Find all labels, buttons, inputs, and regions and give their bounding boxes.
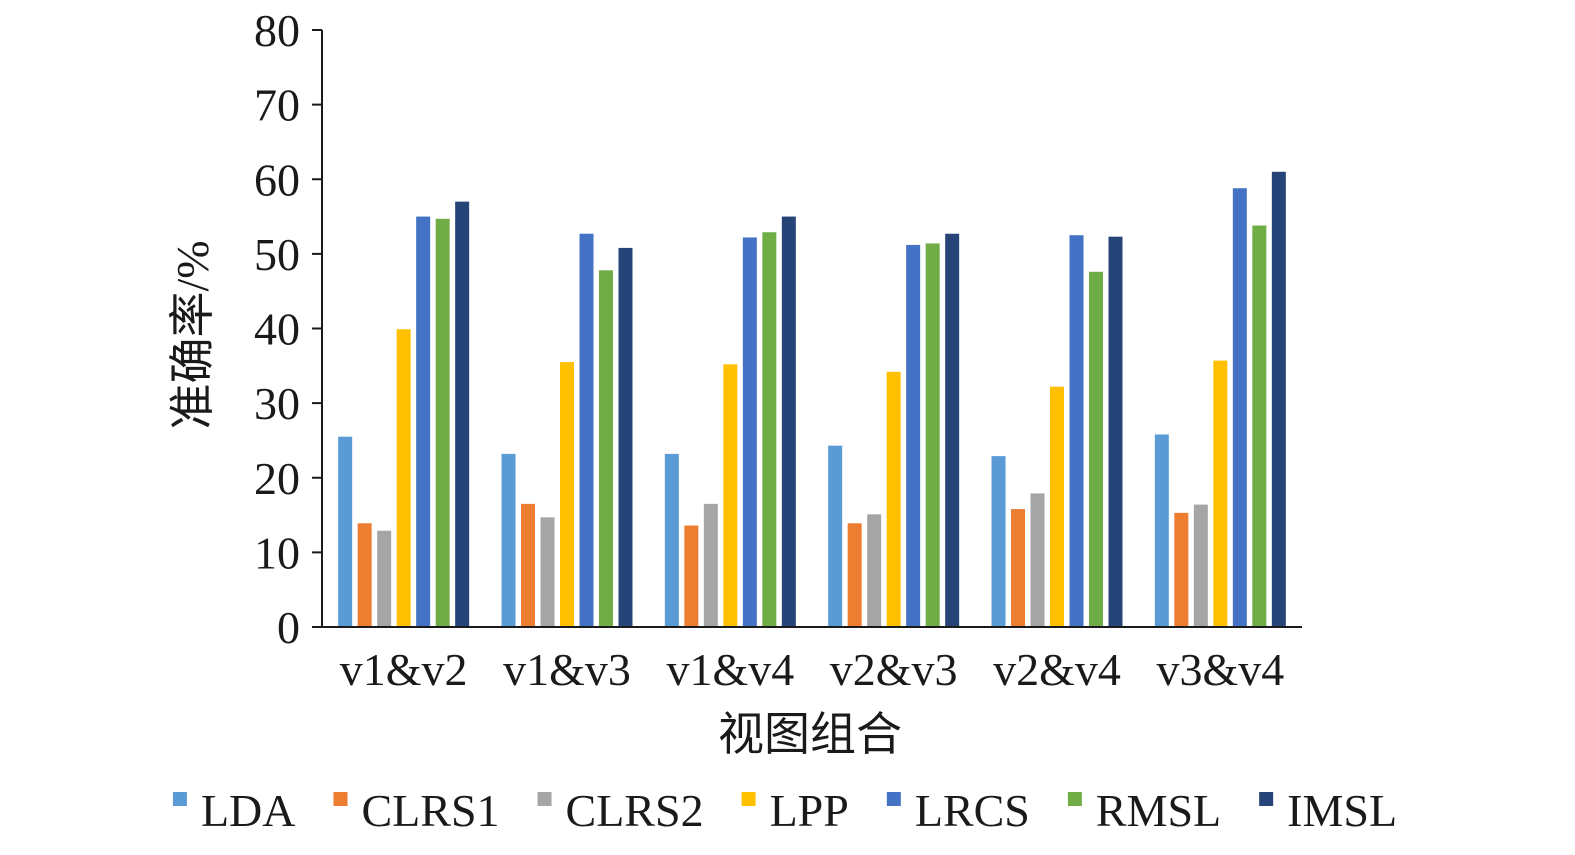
y-tick-label: 10 (254, 527, 300, 578)
bar-rmsl-4 (925, 243, 940, 628)
legend-item-clrs2: CLRS2 (537, 785, 704, 836)
bar-clrs2-2 (540, 517, 555, 627)
y-tick-label: 30 (254, 378, 300, 429)
bar-lpp-3 (723, 364, 738, 627)
bar-lrcs-3 (742, 237, 757, 627)
bar-lda-6 (1154, 434, 1169, 627)
bar-lrcs-4 (906, 244, 921, 628)
y-ticks: 0 10 20 30 40 50 60 70 80 (254, 5, 322, 653)
bar-lrcs-6 (1232, 188, 1247, 627)
bar-clrs2-5 (1030, 493, 1045, 627)
bar-lrcs-5 (1069, 235, 1084, 627)
legend-item-rmsl: RMSL (1067, 785, 1221, 836)
bar-clrs1-3 (684, 525, 699, 627)
y-tick-label: 60 (254, 154, 300, 205)
x-tick-label: v2&v3 (830, 644, 958, 695)
legend-label: LRCS (915, 785, 1030, 836)
bar-lpp-6 (1213, 360, 1228, 627)
legend-swatch (333, 792, 348, 806)
bar-lpp-2 (560, 362, 574, 627)
bar-clrs2-1 (377, 530, 392, 627)
legend-label: CLRS1 (361, 785, 499, 836)
y-tick-label: 80 (254, 5, 300, 56)
bar-clrs1-5 (1011, 509, 1025, 627)
x-tick-label: v1&v2 (340, 644, 468, 695)
bar-lda-3 (664, 453, 679, 627)
x-tick-labels: v1&v2 v1&v3 v1&v4 v2&v3 v2&v4 v3&v4 (340, 644, 1284, 695)
y-tick-label: 70 (254, 80, 300, 131)
bar-imsl-4 (945, 233, 960, 627)
bar-lda-5 (991, 456, 1006, 627)
y-axis-title: 准确率/% (167, 240, 218, 429)
bar-imsl-3 (781, 216, 796, 627)
legend-label: RMSL (1096, 785, 1221, 836)
bar-lrcs-2 (579, 233, 594, 627)
bar-rmsl-2 (599, 270, 613, 627)
legend-swatch (537, 792, 552, 806)
bar-clrs1-6 (1174, 512, 1189, 627)
legend-label: CLRS2 (566, 785, 704, 836)
x-tick-label: v1&v4 (666, 644, 794, 695)
bar-lda-1 (338, 436, 353, 627)
legend-swatch (1067, 792, 1082, 806)
legend-item-imsl: IMSL (1259, 785, 1397, 836)
y-tick-label: 0 (277, 602, 300, 653)
bar-rmsl-6 (1252, 225, 1267, 627)
legend-swatch (172, 792, 187, 806)
bar-rmsl-3 (762, 232, 777, 627)
bar-lpp-1 (396, 329, 411, 627)
bar-imsl-6 (1271, 171, 1286, 627)
legend-swatch (741, 792, 756, 806)
x-axis-title: 视图组合 (718, 709, 902, 760)
y-tick-label: 50 (254, 229, 300, 280)
bar-rmsl-5 (1089, 271, 1103, 627)
bars-layer (338, 171, 1286, 628)
x-tick-label: v3&v4 (1156, 644, 1284, 695)
bar-imsl-2 (618, 247, 633, 627)
bar-clrs2-3 (703, 503, 718, 627)
bar-lpp-5 (1050, 386, 1064, 627)
bar-lrcs-1 (416, 216, 431, 627)
y-tick-label: 20 (254, 453, 300, 504)
legend-item-lrcs: LRCS (886, 785, 1030, 836)
bar-clrs1-1 (357, 523, 372, 627)
x-tick-label: v2&v4 (993, 644, 1121, 695)
bar-imsl-5 (1108, 236, 1123, 627)
bar-clrs1-2 (521, 503, 535, 627)
legend-label: LDA (201, 785, 296, 836)
legend-item-clrs1: CLRS1 (333, 785, 500, 836)
y-tick-label: 40 (254, 304, 300, 355)
legend: LDA CLRS1 CLRS2 LPP LRCS RMSL IMSL (172, 785, 1397, 836)
bar-clrs2-6 (1193, 504, 1208, 627)
bar-clrs1-4 (847, 523, 862, 627)
bar-clrs2-4 (867, 514, 882, 627)
bar-rmsl-1 (435, 218, 450, 627)
legend-swatch (886, 792, 901, 806)
legend-label: IMSL (1287, 785, 1397, 836)
legend-item-lpp: LPP (741, 785, 849, 836)
bar-imsl-1 (455, 201, 470, 627)
bar-lda-4 (828, 445, 843, 627)
x-tick-label: v1&v3 (503, 644, 631, 695)
legend-label: LPP (770, 785, 849, 836)
bar-lpp-4 (886, 371, 901, 627)
bar-lda-2 (501, 453, 516, 627)
legend-item-lda: LDA (172, 785, 296, 836)
legend-swatch (1259, 792, 1274, 806)
